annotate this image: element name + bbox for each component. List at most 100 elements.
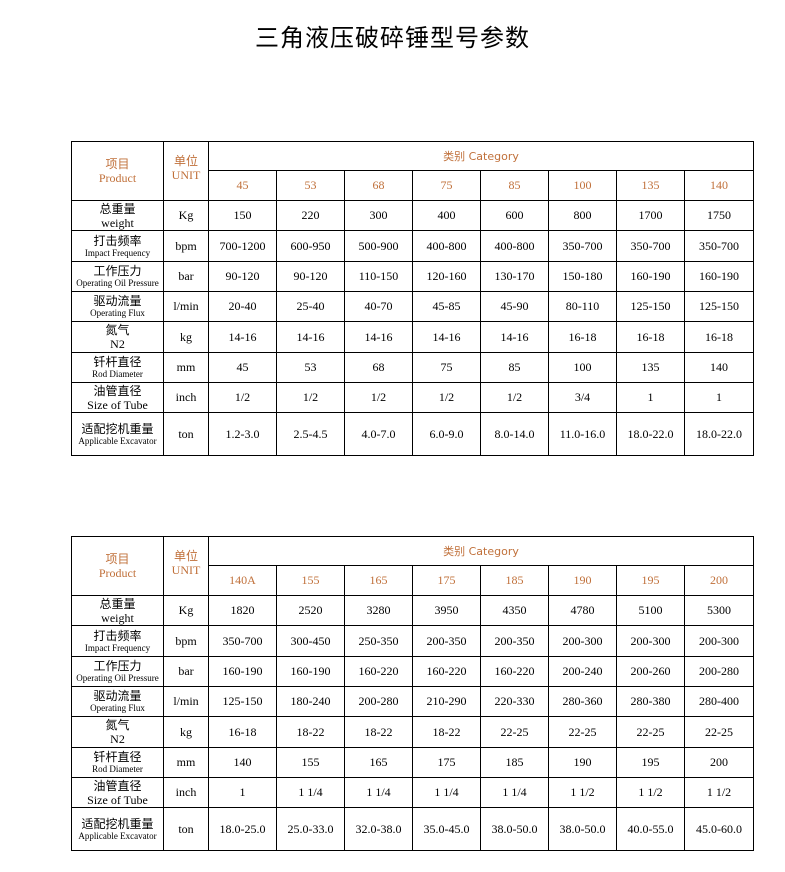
model-cell: 185 xyxy=(480,565,549,596)
value-cell: 16-18 xyxy=(548,321,617,353)
value-cell: 1 1/2 xyxy=(684,777,754,808)
value-cell: 160-220 xyxy=(344,656,413,687)
value-cell: 35.0-45.0 xyxy=(412,807,481,851)
value-cell: 2.5-4.5 xyxy=(276,412,345,456)
value-cell: 200-300 xyxy=(548,625,617,657)
value-cell: 400-800 xyxy=(480,230,549,262)
row-label-en: Rod Diameter xyxy=(92,764,143,774)
value-cell: 220-330 xyxy=(480,686,549,717)
value-cell: 22-25 xyxy=(616,716,685,748)
header-row: 项目 Product 单位 UNIT 类别 Category xyxy=(71,141,754,201)
value-cell: 8.0-14.0 xyxy=(480,412,549,456)
table-row: 驱动流量 Operating Flux l/min 20-40 25-40 40-70 45… xyxy=(71,291,754,322)
row-label-cell: 钎杆直径 Rod Diameter xyxy=(71,747,164,778)
model-cell: 100 xyxy=(548,170,617,201)
value-cell: 110-150 xyxy=(344,261,413,292)
row-label-cell: 油管直径 Size of Tube xyxy=(71,777,164,808)
row-label-zh: 适配挖机重量 xyxy=(81,816,154,831)
unit-cell: ton xyxy=(163,807,209,851)
value-cell: 6.0-9.0 xyxy=(412,412,481,456)
table-row: 适配挖机重量 Applicable Excavator ton 1.2-3.0 2.5-… xyxy=(71,412,754,456)
row-label-cell: 驱动流量 Operating Flux xyxy=(71,291,164,322)
row-label-cell: 工作压力 Operating Oil Pressure xyxy=(71,261,164,292)
value-cell: 300 xyxy=(344,200,413,231)
model-cell: 53 xyxy=(276,170,345,201)
model-cell: 140 xyxy=(684,170,754,201)
row-label-en: N2 xyxy=(110,732,125,746)
row-label-zh: 工作压力 xyxy=(93,264,142,278)
value-cell: 175 xyxy=(412,747,481,778)
value-cell: 4.0-7.0 xyxy=(344,412,413,456)
value-cell: 125-150 xyxy=(208,686,277,717)
value-cell: 25.0-33.0 xyxy=(276,807,345,851)
value-cell: 1700 xyxy=(616,200,685,231)
value-cell: 200-280 xyxy=(344,686,413,717)
table-row: 驱动流量 Operating Flux l/min 125-150 180-240 200… xyxy=(71,686,754,717)
row-label-en: Operating Oil Pressure xyxy=(76,278,159,288)
value-cell: 150 xyxy=(208,200,277,231)
value-cell: 11.0-16.0 xyxy=(548,412,617,456)
value-cell: 1.2-3.0 xyxy=(208,412,277,456)
table-row: 钎杆直径 Rod Diameter mm 45 53 68 75 85 100 135 140 xyxy=(71,352,754,383)
product-label-zh: 项目 xyxy=(105,552,130,566)
unit-cell: bpm xyxy=(163,230,209,262)
value-cell: 800 xyxy=(548,200,617,231)
table-row: 打击频率 Impact Frequency bpm 350-700 300-450 250… xyxy=(71,625,754,657)
value-cell: 190 xyxy=(548,747,617,778)
value-cell: 160-190 xyxy=(616,261,685,292)
value-cell: 40-70 xyxy=(344,291,413,322)
value-cell: 195 xyxy=(616,747,685,778)
row-label-zh: 打击频率 xyxy=(93,233,142,248)
table-row: 钎杆直径 Rod Diameter mm 140 155 165 175 185 190 195 2… xyxy=(71,747,754,778)
value-cell: 38.0-50.0 xyxy=(548,807,617,851)
spec-table: 项目 Product 单位 UNIT 类别 Category 140A 155 165 175 1… xyxy=(71,536,754,851)
row-label-en: Applicable Excavator xyxy=(78,830,157,841)
value-cell: 120-160 xyxy=(412,261,481,292)
value-cell: 1 1/4 xyxy=(412,777,481,808)
value-cell: 135 xyxy=(616,352,685,383)
value-cell: 130-170 xyxy=(480,261,549,292)
value-cell: 160-190 xyxy=(208,656,277,687)
unit-cell: mm xyxy=(163,747,209,778)
value-cell: 4350 xyxy=(480,595,549,626)
value-cell: 155 xyxy=(276,747,345,778)
value-cell: 700-1200 xyxy=(208,230,277,262)
value-cell: 150-180 xyxy=(548,261,617,292)
value-cell: 160-190 xyxy=(276,656,345,687)
row-label-en: Rod Diameter xyxy=(92,369,143,379)
unit-cell: ton xyxy=(163,412,209,456)
table-row: 油管直径 Size of Tube inch 1 1 1/4 1 1/4 1 1/4 1 1/… xyxy=(71,777,754,808)
value-cell: 1 1/4 xyxy=(344,777,413,808)
unit-cell: inch xyxy=(163,382,209,413)
unit-cell: Kg xyxy=(163,200,209,231)
value-cell: 18-22 xyxy=(276,716,345,748)
unit-label-en: UNIT xyxy=(171,563,201,577)
value-cell: 200-350 xyxy=(480,625,549,657)
value-cell: 125-150 xyxy=(684,291,754,322)
row-label-zh: 打击频率 xyxy=(93,628,142,643)
value-cell: 350-700 xyxy=(208,625,277,657)
table-row: 工作压力 Operating Oil Pressure bar 90-120 90-12… xyxy=(71,261,754,292)
row-label-en: weight xyxy=(101,610,134,625)
row-label-zh: 工作压力 xyxy=(93,659,142,673)
value-cell: 140 xyxy=(684,352,754,383)
value-cell: 500-900 xyxy=(344,230,413,262)
value-cell: 200 xyxy=(684,747,754,778)
unit-header-cell: 单位 UNIT xyxy=(163,141,209,201)
category-header: 类别 Category xyxy=(208,141,754,171)
value-cell: 350-700 xyxy=(684,230,754,262)
value-cell: 280-400 xyxy=(684,686,754,717)
row-label-zh: 总重量 xyxy=(99,596,136,611)
value-cell: 53 xyxy=(276,352,345,383)
row-label-zh: 驱动流量 xyxy=(93,689,142,703)
value-cell: 2520 xyxy=(276,595,345,626)
value-cell: 14-16 xyxy=(276,321,345,353)
model-row: 45 53 68 75 85 100 135 140 xyxy=(72,170,754,201)
value-cell: 200-350 xyxy=(412,625,481,657)
value-cell: 400 xyxy=(412,200,481,231)
value-cell: 160-190 xyxy=(684,261,754,292)
value-cell: 160-220 xyxy=(412,656,481,687)
value-cell: 14-16 xyxy=(344,321,413,353)
row-label-cell: 总重量 weight xyxy=(71,200,164,231)
unit-cell: bar xyxy=(163,261,209,292)
